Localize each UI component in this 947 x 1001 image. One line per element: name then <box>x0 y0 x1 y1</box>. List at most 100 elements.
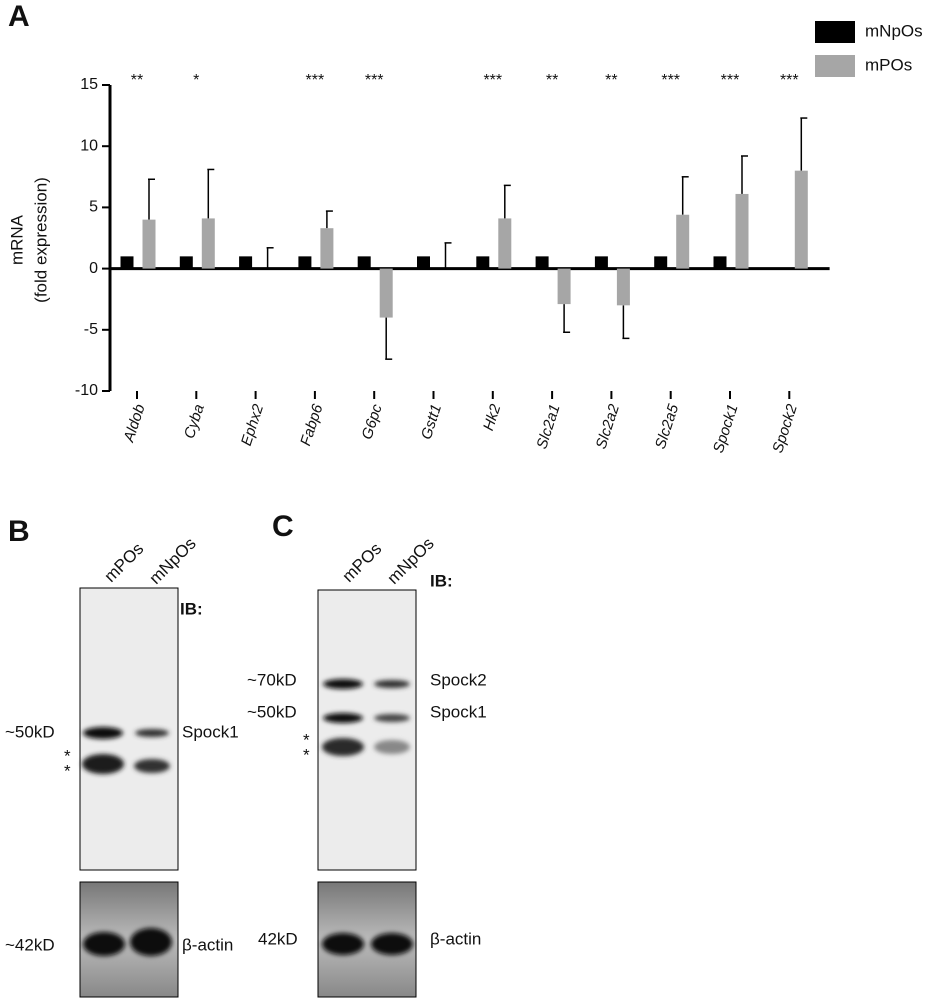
significance: ** <box>131 72 143 89</box>
lane-label: mNpOs <box>146 534 200 588</box>
band <box>130 928 172 956</box>
significance: *** <box>306 72 325 89</box>
marker: ~50kD <box>247 702 297 721</box>
band <box>135 729 169 737</box>
gel <box>317 589 417 871</box>
error-bar <box>444 242 452 269</box>
x-tick-label: Spock2 <box>769 402 801 455</box>
band <box>323 713 363 723</box>
panel-letter: C <box>272 510 294 543</box>
error-bar <box>207 168 215 219</box>
error-bar <box>681 176 689 215</box>
bar <box>654 256 668 269</box>
x-tick-label: Slc2a5 <box>652 402 683 451</box>
legend-label: mNpOs <box>865 21 923 40</box>
significance: *** <box>365 72 384 89</box>
significance: ** <box>605 72 617 89</box>
band <box>83 932 125 956</box>
bar <box>594 256 608 269</box>
bar <box>535 256 549 269</box>
x-tick-label: Spock1 <box>710 402 742 455</box>
target: Spock2 <box>430 670 487 689</box>
error-bar <box>325 210 333 229</box>
marker: ~70kD <box>247 670 297 689</box>
error-bar <box>266 247 274 269</box>
bar <box>179 256 193 269</box>
bar <box>357 256 371 269</box>
error-bar <box>741 155 748 194</box>
marker: 42kD <box>258 929 298 948</box>
marker: * <box>64 746 71 765</box>
marker: * <box>303 730 310 749</box>
y-tick-label: 5 <box>89 199 98 216</box>
error-bar <box>385 317 393 360</box>
band <box>83 727 123 739</box>
legend-label: mPOs <box>865 55 912 74</box>
band <box>374 714 410 722</box>
bar <box>201 218 215 269</box>
band <box>323 679 363 689</box>
x-tick-label: Slc2a2 <box>593 402 624 451</box>
marker: ~50kD <box>5 722 55 741</box>
bar <box>713 256 727 269</box>
target: Spock1 <box>430 702 487 721</box>
band <box>322 738 364 756</box>
bar <box>298 256 312 269</box>
y-tick-label: -10 <box>75 382 98 399</box>
legend-swatch <box>815 21 855 43</box>
panel-letter: B <box>8 515 30 548</box>
bar <box>379 268 393 318</box>
y-tick-label: 0 <box>89 260 98 277</box>
x-tick-label: Slc2a1 <box>533 402 563 451</box>
error-bar <box>563 304 571 333</box>
marker: * <box>64 761 71 780</box>
panel-letter: A <box>8 0 30 33</box>
bar <box>142 219 156 269</box>
error-bar <box>622 305 630 340</box>
bar <box>239 256 253 269</box>
x-tick-label: G6pc <box>359 402 386 442</box>
y-tick-label: -5 <box>84 321 98 338</box>
x-tick-label: Hk2 <box>480 402 505 433</box>
bar <box>794 170 808 269</box>
bar <box>417 256 430 269</box>
error-bar <box>148 178 155 220</box>
y-tick-label: 10 <box>80 137 98 154</box>
marker: * <box>303 745 310 764</box>
band <box>134 759 170 773</box>
band <box>374 740 410 754</box>
band <box>322 933 364 955</box>
x-tick-label: Fabp6 <box>297 402 327 448</box>
band <box>374 680 410 688</box>
band <box>82 754 124 774</box>
bar <box>320 228 334 269</box>
target: Spock1 <box>182 722 239 741</box>
y-label: mRNA <box>7 214 26 265</box>
bar <box>557 268 571 305</box>
x-tick-label: Ephx2 <box>238 402 268 448</box>
x-tick-label: Cyba <box>181 402 208 441</box>
bar <box>476 256 490 269</box>
significance: * <box>193 72 199 89</box>
legend-swatch <box>815 55 855 77</box>
significance: ** <box>546 72 558 89</box>
blot-b: mPOs mNpOs IB: ~50kD * * Spock1 ~42kD β-… <box>5 534 239 998</box>
bar <box>735 193 749 269</box>
lane-label: mPOs <box>101 539 148 586</box>
bar <box>498 218 512 269</box>
target: β-actin <box>430 929 481 948</box>
y-tick-label: 15 <box>80 76 98 93</box>
x-tick-label: Aldob <box>120 402 148 445</box>
error-bar <box>503 184 511 219</box>
bar <box>676 214 690 269</box>
bar <box>616 268 630 306</box>
ib-label: IB: <box>180 599 203 618</box>
blot-c: mPOs mNpOs IB: ~70kD ~50kD * * Spock2 Sp… <box>247 534 487 998</box>
significance: *** <box>721 72 740 89</box>
significance: *** <box>780 72 799 89</box>
x-tick-label: Gstt1 <box>418 402 445 441</box>
marker: ~42kD <box>5 935 55 954</box>
y-label: (fold expression) <box>31 177 50 303</box>
bar <box>120 256 134 269</box>
